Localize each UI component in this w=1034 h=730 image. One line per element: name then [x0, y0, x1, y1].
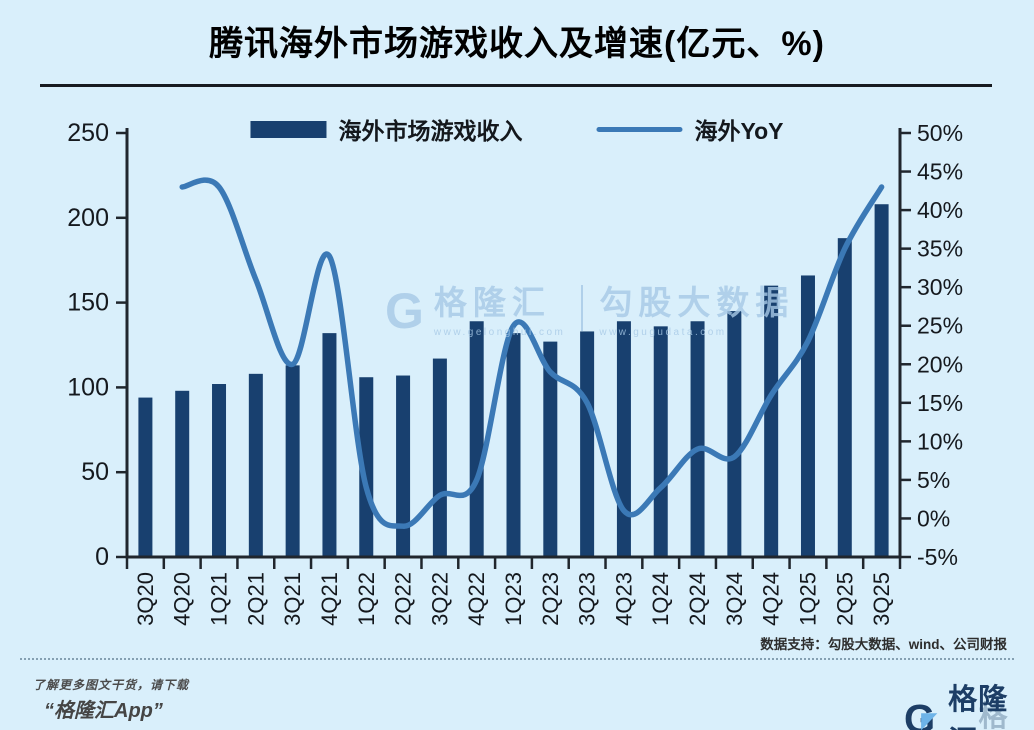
bar — [764, 285, 779, 557]
x-axis-label: 3Q22 — [427, 572, 452, 626]
bar — [837, 238, 852, 558]
x-axis-label: 1Q24 — [648, 572, 673, 626]
bar — [248, 373, 263, 557]
bar — [396, 375, 411, 557]
x-axis-label: 3Q25 — [869, 572, 894, 626]
bar — [506, 333, 521, 557]
line-swatch-icon — [596, 126, 683, 132]
chart-title: 腾讯海外市场游戏收入及增速(亿元、%) — [209, 25, 825, 63]
x-axis-label: 1Q23 — [501, 572, 526, 626]
title-divider — [40, 84, 992, 87]
x-axis-label: 3Q21 — [280, 572, 305, 626]
x-axis-label: 2Q23 — [538, 572, 563, 626]
bar — [800, 275, 815, 557]
x-axis-label: 4Q21 — [317, 572, 342, 626]
right-axis-label: 20% — [917, 351, 963, 377]
legend-item-revenue: 海外市场游戏收入 — [250, 112, 522, 146]
footer-promo-line2: “格隆汇App” — [44, 700, 163, 722]
right-axis-label: 40% — [917, 197, 963, 223]
x-axis-label: 2Q21 — [243, 572, 268, 626]
x-axis-label: 1Q25 — [795, 572, 820, 626]
x-axis-label: 4Q22 — [464, 572, 489, 626]
x-axis-label: 2Q24 — [685, 572, 710, 626]
bar — [138, 397, 153, 557]
right-axis-label: 30% — [917, 274, 963, 300]
right-axis-label: 45% — [917, 159, 963, 185]
right-axis-label: 0% — [917, 505, 950, 531]
right-axis-label: 10% — [917, 428, 963, 454]
bar — [322, 333, 337, 557]
x-axis-label: 4Q24 — [759, 572, 784, 626]
x-axis-label: 2Q25 — [832, 572, 857, 626]
bar — [359, 377, 374, 557]
right-axis-label: 15% — [917, 390, 963, 416]
left-axis-label: 100 — [67, 373, 109, 401]
right-axis-label: -5% — [917, 544, 958, 570]
left-axis-label: 50 — [81, 458, 109, 486]
x-axis-label: 3Q24 — [722, 572, 747, 626]
footer-promo-line1: 了解更多图文干货，请下载 — [33, 678, 190, 692]
data-source-note: 数据支持：勾股大数据、wind、公司财报 — [760, 637, 1007, 652]
bar — [690, 321, 705, 557]
gelonghui-logo: G 格隆汇 — [903, 676, 1034, 730]
left-axis-label: 250 — [67, 119, 109, 147]
bar — [874, 204, 889, 557]
bar — [580, 331, 595, 557]
right-axis-label: 5% — [917, 467, 950, 493]
x-axis-label: 3Q20 — [133, 572, 158, 626]
x-axis-label: 1Q21 — [207, 572, 232, 626]
x-axis-label: 4Q20 — [170, 572, 195, 626]
left-axis-label: 150 — [67, 289, 109, 317]
bar — [543, 341, 558, 557]
bar-swatch-icon — [250, 120, 327, 138]
bar — [653, 326, 668, 557]
logo-text: 格隆汇 — [948, 684, 1009, 730]
legend-bar-label: 海外市场游戏收入 — [338, 118, 523, 144]
left-axis-label: 0 — [95, 543, 109, 571]
bar — [175, 390, 190, 557]
bar — [727, 311, 742, 557]
right-axis-label: 35% — [917, 236, 963, 262]
x-axis-label: 2Q22 — [391, 572, 416, 626]
legend: 海外市场游戏收入 海外YoY — [250, 112, 784, 146]
gelonghui-logo-ghost: G 格隆汇 — [948, 693, 1034, 730]
bar — [432, 358, 447, 557]
bar — [212, 384, 227, 557]
x-axis-label: 3Q23 — [575, 572, 600, 626]
bar — [469, 321, 484, 557]
bar — [285, 365, 300, 557]
left-axis-label: 200 — [67, 204, 109, 232]
yoy-line — [179, 177, 885, 529]
x-axis-label: 1Q22 — [354, 572, 379, 626]
x-axis-label: 4Q23 — [611, 572, 636, 626]
bar — [616, 321, 631, 557]
logo-ghost-text: 格隆汇 — [978, 701, 1009, 730]
right-axis-label: 50% — [917, 120, 963, 146]
footer-divider — [20, 658, 1014, 660]
legend-item-yoy: 海外YoY — [596, 112, 784, 146]
legend-line-label: 海外YoY — [694, 118, 784, 144]
right-axis-label: 25% — [917, 313, 963, 339]
gelonghui-g-icon: G — [904, 698, 938, 730]
